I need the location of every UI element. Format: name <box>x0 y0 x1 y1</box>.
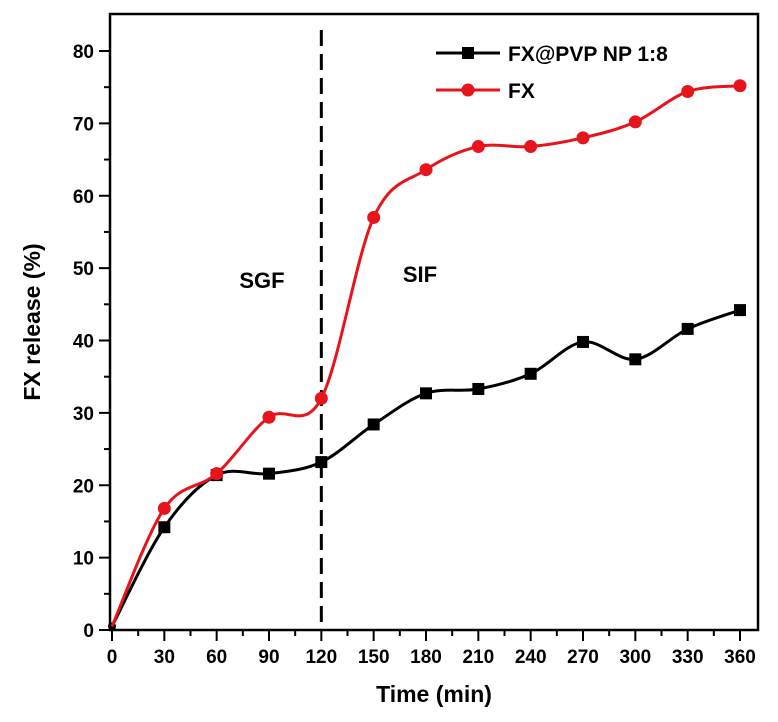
data-point <box>263 467 275 480</box>
data-point <box>681 85 695 99</box>
x-tick-label: 240 <box>515 647 547 668</box>
plot-area <box>108 12 760 632</box>
plot-frame <box>108 12 760 632</box>
series-fx <box>110 79 747 627</box>
y-tick-label: 0 <box>83 621 94 642</box>
series-layer <box>108 79 747 631</box>
y-tick-label: 60 <box>73 187 94 208</box>
series-fx-pvp-np <box>108 304 746 631</box>
y-tick-label: 70 <box>73 114 94 135</box>
x-tick-label: 90 <box>258 647 279 668</box>
data-point <box>472 382 485 395</box>
data-point <box>157 501 171 515</box>
x-tick-label: 180 <box>410 647 442 668</box>
annotation-sif: SIF <box>403 262 437 287</box>
x-tick-label: 330 <box>672 647 704 668</box>
data-point <box>628 115 642 129</box>
x-tick-label: 210 <box>462 647 494 668</box>
legend-marker <box>461 83 475 97</box>
y-axis: 0 10 20 30 40 50 60 70 80 <box>73 42 110 642</box>
y-tick-label: 50 <box>73 259 94 280</box>
legend-label: FX <box>508 80 535 103</box>
data-point <box>576 131 590 145</box>
data-point <box>420 387 432 400</box>
annotations: SGF SIF <box>239 262 437 293</box>
series-line <box>110 308 741 628</box>
x-tick-label: 120 <box>305 647 337 668</box>
data-point <box>158 521 171 534</box>
data-point <box>314 391 328 405</box>
data-point <box>471 140 485 154</box>
legend-label: FX@PVP NP 1:8 <box>508 43 668 66</box>
x-tick-label: 0 <box>107 647 118 668</box>
x-tick-label: 360 <box>724 647 756 668</box>
y-axis-title: FX release (%) <box>19 243 45 400</box>
y-tick-label: 40 <box>73 332 94 353</box>
data-point <box>367 210 381 224</box>
data-point <box>681 322 694 335</box>
legend-marker <box>462 47 474 59</box>
data-point <box>419 163 433 177</box>
x-tick-label: 30 <box>154 647 175 668</box>
data-point <box>734 304 746 317</box>
x-axis: 0 30 60 90 120 150 180 210 240 270 300 330 360 <box>107 630 756 668</box>
data-point <box>629 353 642 366</box>
data-point <box>577 335 589 348</box>
x-tick-label: 300 <box>619 647 651 668</box>
y-tick-label: 10 <box>73 549 94 570</box>
y-tick-label: 80 <box>73 42 94 63</box>
y-tick-label: 20 <box>73 476 94 497</box>
data-point <box>315 456 328 469</box>
x-tick-label: 270 <box>567 647 599 668</box>
annotation-sgf: SGF <box>239 268 284 293</box>
series-line <box>110 84 741 627</box>
legend: FX@PVP NP 1:8 FX <box>436 43 668 103</box>
data-point <box>733 79 747 93</box>
y-tick-label: 30 <box>73 404 94 425</box>
data-point <box>262 410 276 424</box>
x-tick-label: 60 <box>206 647 227 668</box>
data-point <box>367 418 380 431</box>
x-axis-title: Time (min) <box>376 681 492 707</box>
x-tick-label: 150 <box>358 647 390 668</box>
data-point <box>524 140 538 154</box>
data-point <box>524 367 537 380</box>
data-point <box>210 467 224 481</box>
